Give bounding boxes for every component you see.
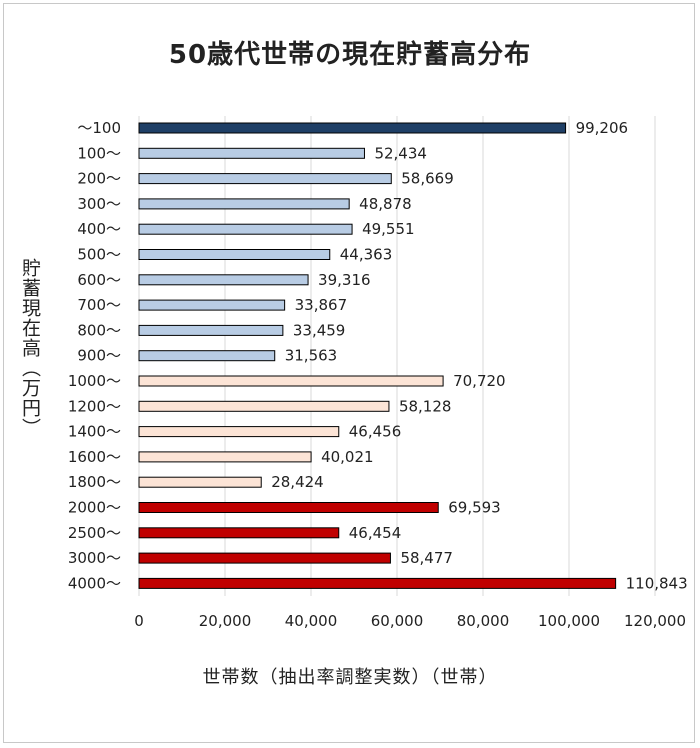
- value-label: 44,363: [340, 246, 393, 264]
- bar: [138, 274, 309, 286]
- x-tick-label: 60,000: [371, 612, 424, 630]
- value-label: 99,206: [576, 119, 629, 137]
- chart-title: 50歳代世帯の現在貯蓄高分布: [168, 40, 532, 70]
- bar: [138, 577, 617, 589]
- category-label: 900～: [77, 347, 121, 365]
- bar: [138, 426, 340, 438]
- x-tick-label: 120,000: [624, 612, 686, 630]
- category-label: 400～: [77, 220, 121, 238]
- value-label: 52,434: [374, 144, 427, 162]
- x-tick-label: 20,000: [199, 612, 252, 630]
- value-label: 58,128: [399, 397, 452, 415]
- value-label: 46,454: [349, 524, 402, 542]
- value-label: 69,593: [448, 499, 501, 517]
- value-label: 70,720: [453, 372, 506, 390]
- bar: [138, 249, 331, 260]
- category-label: 500～: [77, 246, 121, 264]
- category-label: 100～: [77, 144, 121, 162]
- bar: [138, 552, 391, 564]
- category-label: 3000～: [68, 549, 121, 567]
- value-label: 46,456: [349, 423, 402, 441]
- value-label: 33,867: [295, 296, 348, 314]
- x-axis-title: 世帯数（抽出率調整実数）（世帯）: [202, 667, 498, 688]
- bar: [138, 375, 444, 387]
- bar: [138, 350, 276, 362]
- category-label: 1600～: [68, 448, 121, 466]
- value-label: 31,563: [285, 347, 338, 365]
- value-label: 40,021: [321, 448, 374, 466]
- category-label: 300～: [77, 195, 121, 213]
- category-label: 700～: [77, 296, 121, 314]
- bar: [138, 527, 340, 539]
- bar: [138, 476, 262, 488]
- bar: [138, 299, 286, 311]
- bar: [138, 502, 439, 513]
- bar: [138, 147, 365, 159]
- bar: [138, 324, 284, 336]
- y-axis-title: 貯蓄現在高（万円）: [19, 258, 41, 438]
- x-tick-label: 100,000: [538, 612, 600, 630]
- value-label: 58,477: [400, 549, 453, 567]
- x-tick-label: 0: [134, 612, 144, 630]
- category-label: 1400～: [68, 423, 121, 441]
- bar: [138, 400, 390, 412]
- value-label: 28,424: [271, 473, 324, 491]
- bar: [138, 122, 567, 134]
- value-label: 33,459: [293, 321, 346, 339]
- category-label: 2000～: [68, 499, 121, 517]
- bar: [138, 451, 312, 463]
- bar: [138, 173, 392, 185]
- value-label: 49,551: [362, 220, 415, 238]
- value-label: 110,843: [626, 574, 688, 592]
- value-label: 58,669: [401, 170, 454, 188]
- category-label: 1000～: [68, 372, 121, 390]
- chart-frame: [3, 3, 695, 743]
- x-tick-label: 40,000: [285, 612, 338, 630]
- value-label: 39,316: [318, 271, 371, 289]
- value-label: 48,878: [359, 195, 412, 213]
- bar: [138, 198, 350, 210]
- category-label: 1800～: [68, 473, 121, 491]
- bar: [138, 223, 353, 235]
- category-label: 1200～: [68, 397, 121, 415]
- category-label: 4000～: [68, 574, 121, 592]
- category-label: 2500～: [68, 524, 121, 542]
- category-label: 200～: [77, 170, 121, 188]
- x-tick-label: 80,000: [457, 612, 510, 630]
- category-label: 600～: [77, 271, 121, 289]
- category-label: ～100: [77, 119, 121, 137]
- category-label: 800～: [77, 321, 121, 339]
